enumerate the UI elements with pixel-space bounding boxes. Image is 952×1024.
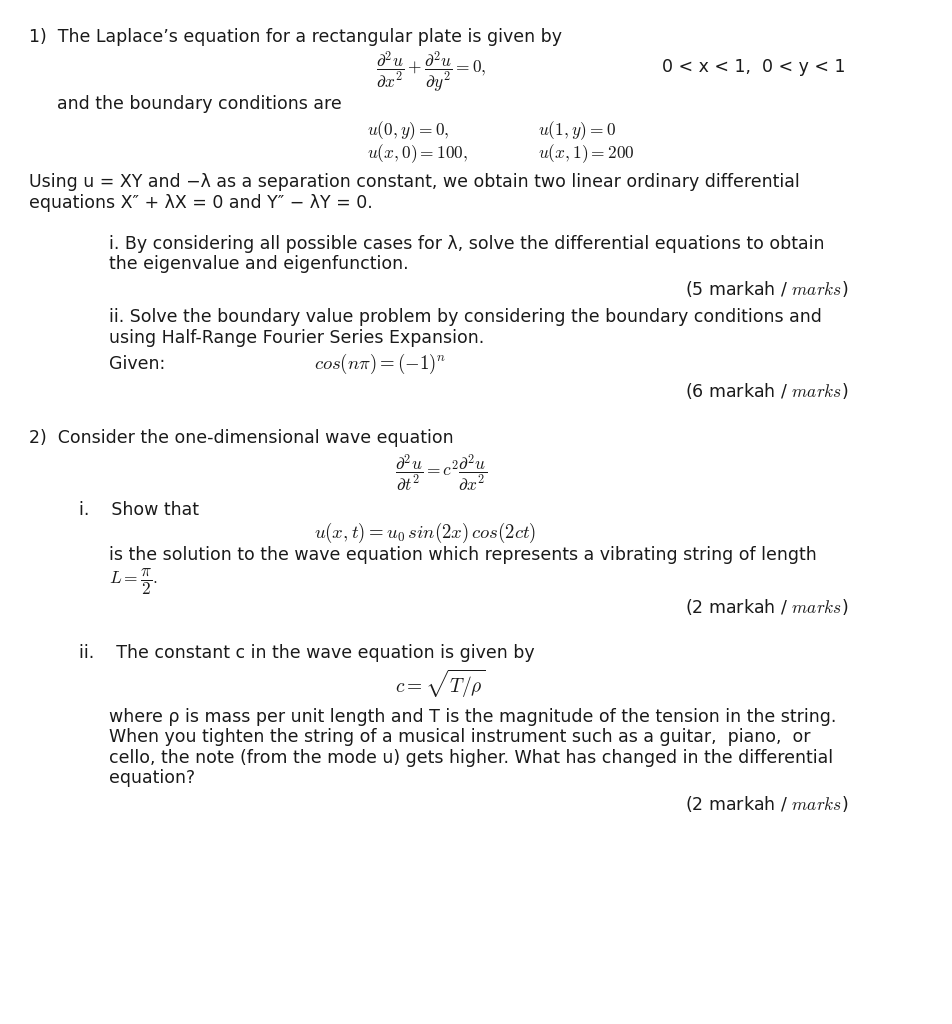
Text: and the boundary conditions are: and the boundary conditions are bbox=[57, 95, 342, 114]
Text: Given:: Given: bbox=[109, 354, 166, 373]
Text: $cos(n\pi) = (-1)^n$: $cos(n\pi) = (-1)^n$ bbox=[314, 351, 446, 376]
Text: ii. Solve the boundary value problem by considering the boundary conditions and: ii. Solve the boundary value problem by … bbox=[109, 308, 823, 327]
Text: where ρ is mass per unit length and T is the magnitude of the tension in the str: where ρ is mass per unit length and T is… bbox=[109, 708, 837, 726]
Text: $\dfrac{\partial^2 u}{\partial x^2} + \dfrac{\partial^2 u}{\partial y^2} = 0,$: $\dfrac{\partial^2 u}{\partial x^2} + \d… bbox=[376, 49, 486, 94]
Text: $c = \sqrt{T/\rho}$: $c = \sqrt{T/\rho}$ bbox=[395, 668, 486, 700]
Text: (5 markah / $\mathit{marks}$): (5 markah / $\mathit{marks}$) bbox=[685, 279, 849, 299]
Text: When you tighten the string of a musical instrument such as a guitar,  piano,  o: When you tighten the string of a musical… bbox=[109, 728, 811, 746]
Text: $u(1, y) = 0$: $u(1, y) = 0$ bbox=[538, 120, 616, 142]
Text: (6 markah / $\mathit{marks}$): (6 markah / $\mathit{marks}$) bbox=[685, 381, 849, 401]
Text: (2 markah / $\mathit{marks}$): (2 markah / $\mathit{marks}$) bbox=[685, 794, 849, 814]
Text: $u(x, 0) = 100,$: $u(x, 0) = 100,$ bbox=[367, 142, 467, 165]
Text: using Half-Range Fourier Series Expansion.: using Half-Range Fourier Series Expansio… bbox=[109, 329, 485, 347]
Text: 1)  The Laplace’s equation for a rectangular plate is given by: 1) The Laplace’s equation for a rectangu… bbox=[29, 28, 562, 46]
Text: $u(x, 1) = 200$: $u(x, 1) = 200$ bbox=[538, 142, 635, 165]
Text: $\dfrac{\partial^2 u}{\partial t^2} = c^2 \dfrac{\partial^2 u}{\partial x^2}$: $\dfrac{\partial^2 u}{\partial t^2} = c^… bbox=[395, 453, 487, 494]
Text: equation?: equation? bbox=[109, 769, 195, 787]
Text: 2)  Consider the one-dimensional wave equation: 2) Consider the one-dimensional wave equ… bbox=[29, 429, 453, 447]
Text: cello, the note (from the mode u) gets higher. What has changed in the different: cello, the note (from the mode u) gets h… bbox=[109, 749, 834, 767]
Text: Using u = XY and −λ as a separation constant, we obtain two linear ordinary diff: Using u = XY and −λ as a separation cons… bbox=[29, 173, 800, 191]
Text: ii.    The constant c in the wave equation is given by: ii. The constant c in the wave equation … bbox=[79, 644, 535, 663]
Text: 0 < x < 1,  0 < y < 1: 0 < x < 1, 0 < y < 1 bbox=[662, 57, 845, 76]
Text: is the solution to the wave equation which represents a vibrating string of leng: is the solution to the wave equation whi… bbox=[109, 546, 817, 564]
Text: i.    Show that: i. Show that bbox=[79, 501, 199, 519]
Text: equations X″ + λX = 0 and Y″ − λY = 0.: equations X″ + λX = 0 and Y″ − λY = 0. bbox=[29, 194, 372, 212]
Text: $L = \dfrac{\pi}{2}.$: $L = \dfrac{\pi}{2}.$ bbox=[109, 566, 158, 597]
Text: $u(x, t) = u_0 \, sin(2x) \, cos(2ct)$: $u(x, t) = u_0 \, sin(2x) \, cos(2ct)$ bbox=[314, 520, 537, 545]
Text: (2 markah / $\mathit{marks}$): (2 markah / $\mathit{marks}$) bbox=[685, 597, 849, 617]
Text: $u(0, y) = 0,$: $u(0, y) = 0,$ bbox=[367, 120, 448, 142]
Text: the eigenvalue and eigenfunction.: the eigenvalue and eigenfunction. bbox=[109, 255, 409, 273]
Text: i. By considering all possible cases for λ, solve the differential equations to : i. By considering all possible cases for… bbox=[109, 234, 825, 253]
